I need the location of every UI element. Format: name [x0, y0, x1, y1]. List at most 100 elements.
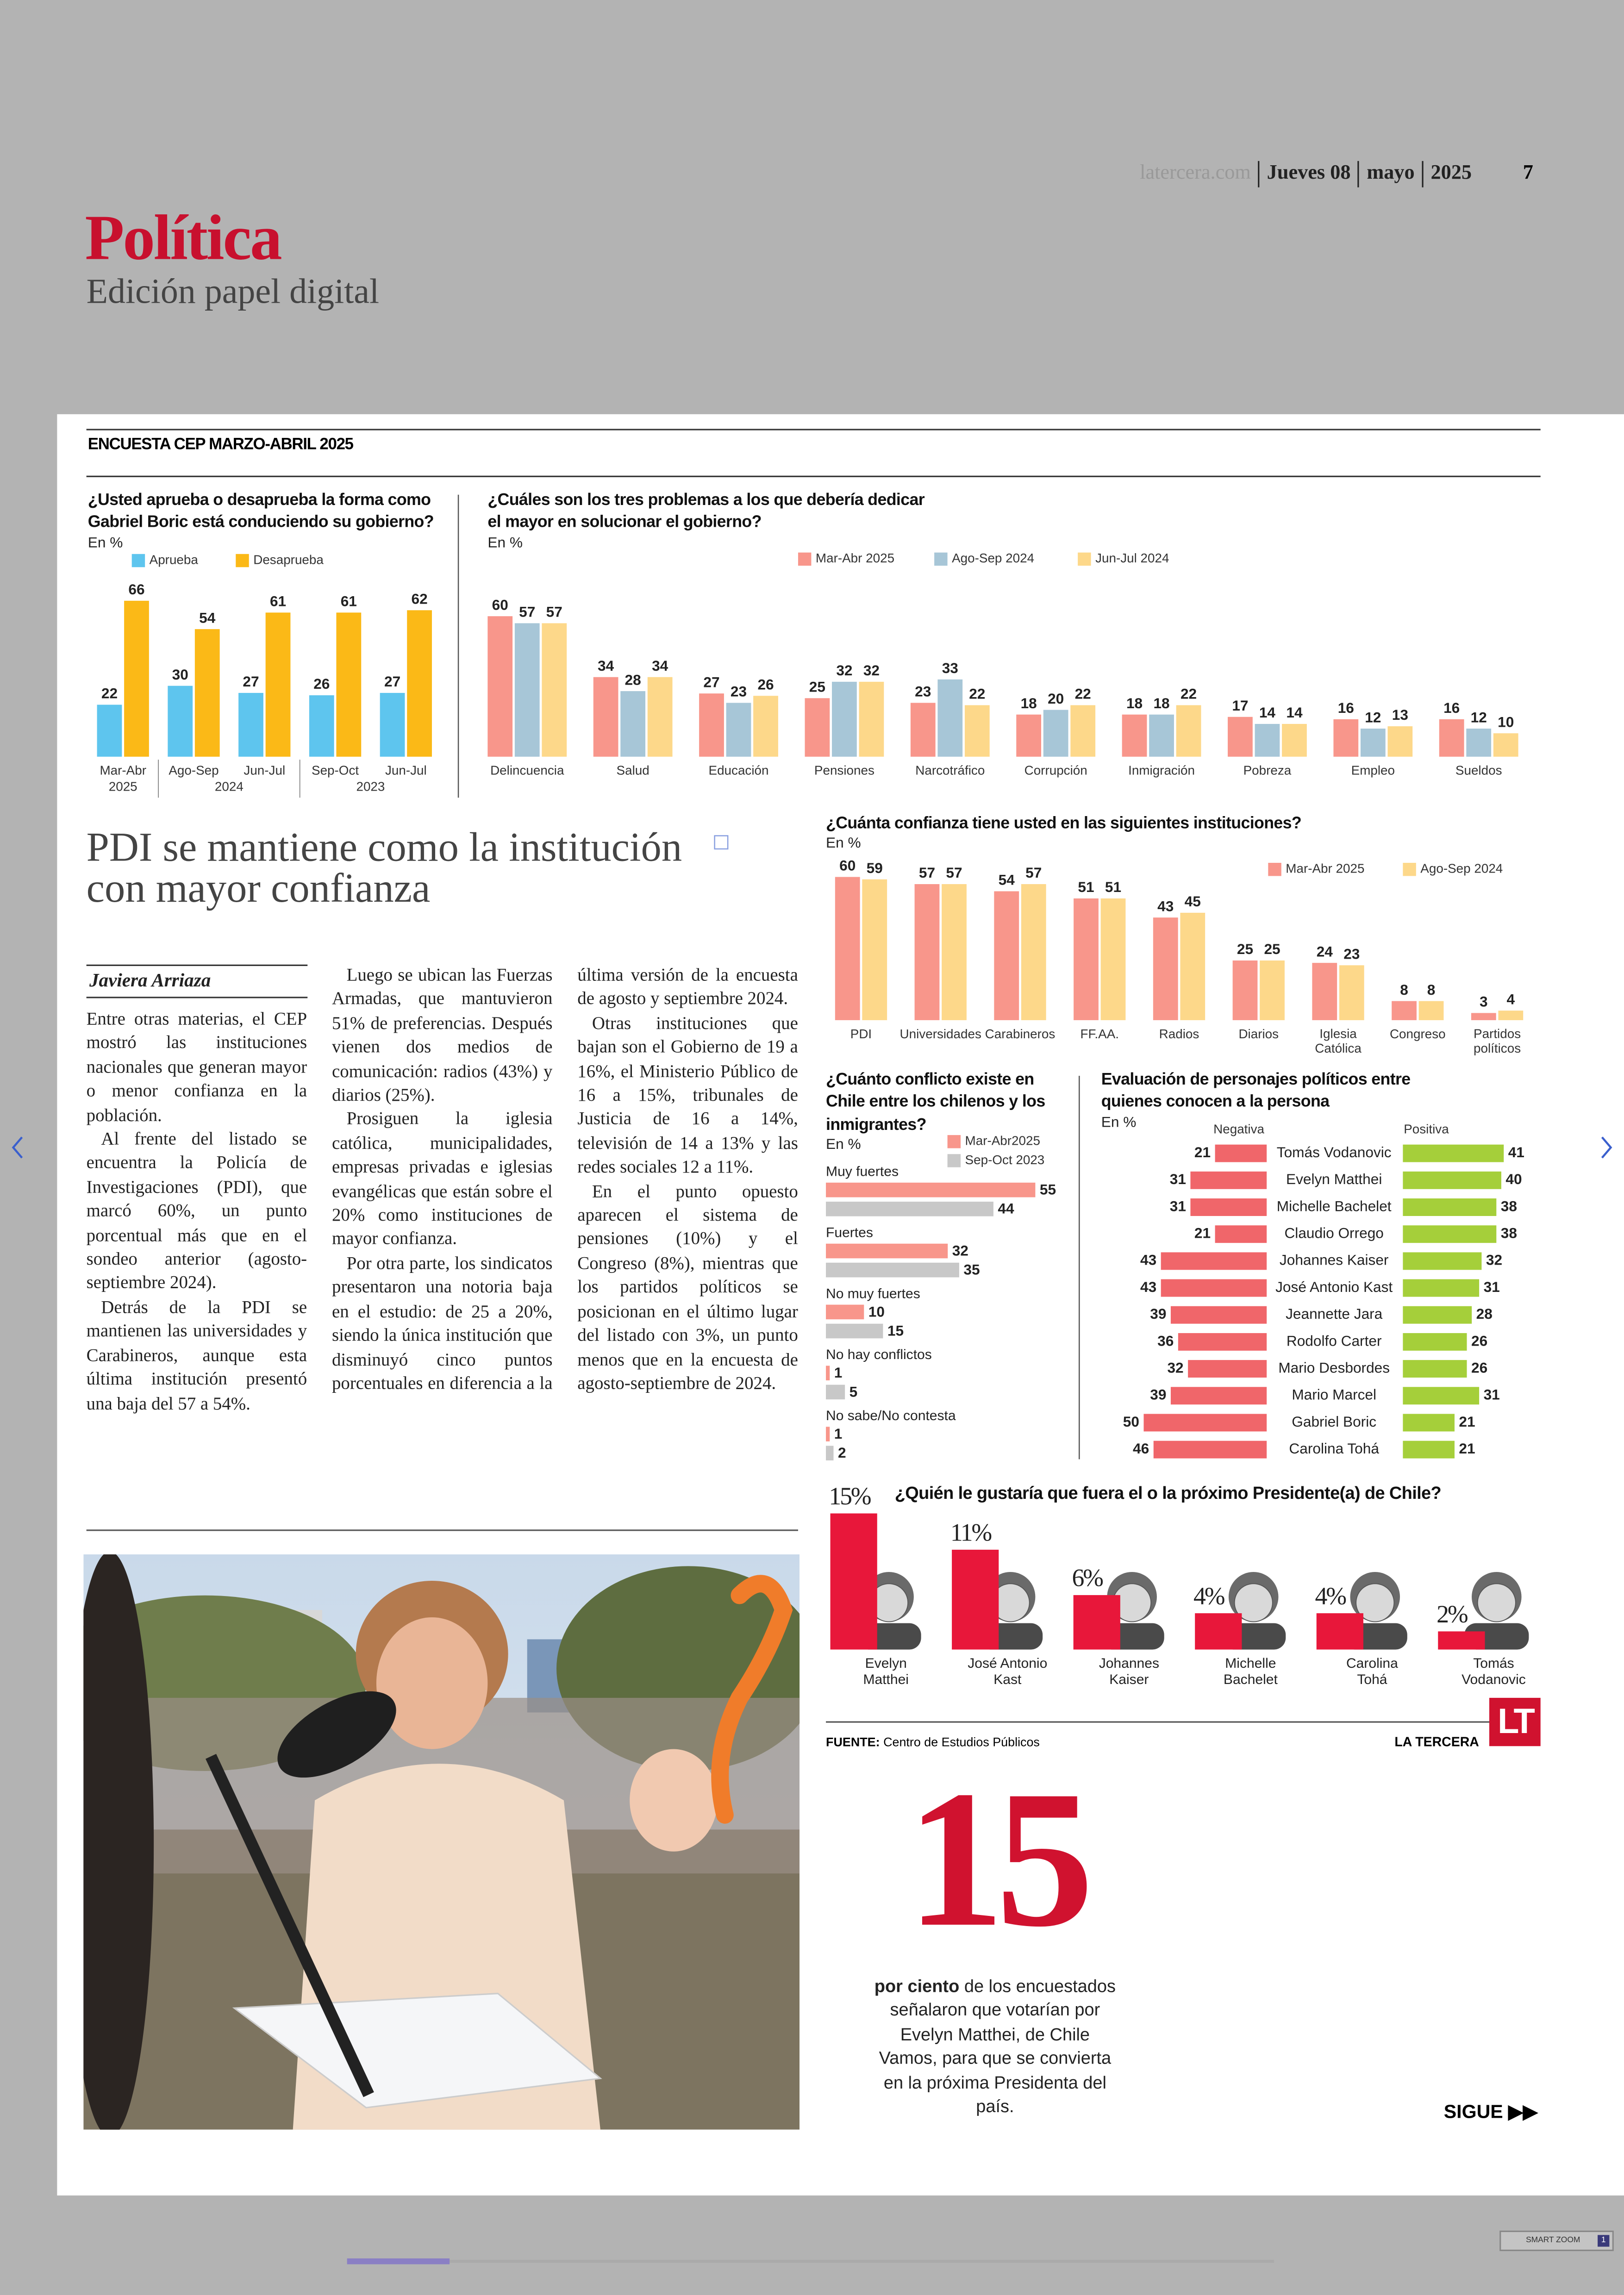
source-name: Centro de Estudios Públicos [883, 1734, 1040, 1749]
bar [1170, 1387, 1267, 1405]
bar [1392, 1001, 1417, 1020]
legend-swatch [947, 1135, 961, 1148]
value-label: 17 [1232, 697, 1248, 714]
row-label: Rodolfo Carter [1287, 1332, 1382, 1349]
value-label: 32 [1167, 1359, 1183, 1376]
bar [620, 691, 646, 757]
bar [487, 616, 513, 757]
value-label: 34 [598, 657, 614, 674]
paragraph: Otras instituciones que bajan son el Gob… [577, 1012, 798, 1178]
value-label: 8 [1400, 981, 1408, 998]
bar [1498, 1010, 1524, 1020]
bar [1403, 1171, 1501, 1189]
y-tick-label: No hay conflictos [826, 1347, 932, 1362]
bar [914, 884, 940, 1020]
x-tick-label: PDI [850, 1027, 872, 1041]
legend-swatch [934, 552, 948, 566]
bar [1333, 719, 1359, 757]
x-tick-label: José Antonio Kast [968, 1656, 1047, 1687]
value-label: 4 [1507, 991, 1515, 1008]
value-label: 57 [546, 604, 562, 620]
x-tick-label: Corrupción [1024, 763, 1087, 778]
x-tick-label: Pensiones [814, 763, 874, 778]
bar [1316, 1613, 1363, 1650]
value-label: 31 [1170, 1197, 1186, 1214]
row-label: José Antonio Kast [1275, 1278, 1393, 1295]
page-indicator: 1 [1598, 2235, 1610, 2247]
bar [1466, 729, 1492, 757]
microphone [277, 1691, 396, 1778]
y-tick-label: No sabe/No contesta [826, 1408, 956, 1423]
value-label: 61 [270, 593, 286, 610]
progress-thumb[interactable] [347, 2258, 450, 2264]
bar [859, 681, 884, 757]
progress-track [347, 2260, 1274, 2263]
bar [1070, 705, 1096, 757]
legend-label: Desaprueba [253, 552, 324, 567]
value-label: 10 [1498, 713, 1514, 730]
paragraph: Entre otras materias, el CEP mostró las … [86, 1008, 307, 1125]
bar [1188, 1360, 1267, 1378]
bar [994, 891, 1019, 1020]
section-title: Política [85, 202, 282, 274]
zoom-control[interactable]: SMART ZOOM 1 [1499, 2230, 1614, 2251]
value-label: 13 [1392, 706, 1408, 723]
bar [1161, 1279, 1267, 1297]
value-label: 18 [1126, 695, 1143, 711]
value-label: 39 [1150, 1305, 1166, 1322]
nav-next[interactable] [1601, 1136, 1612, 1159]
legend-swatch [236, 554, 249, 568]
value-label: 12 [1471, 709, 1487, 725]
bar [1403, 1387, 1480, 1405]
bar [1493, 733, 1518, 757]
bar [407, 610, 432, 757]
bar [830, 1513, 877, 1650]
x-tick-label: Inmigración [1128, 763, 1195, 778]
x-tick-label: Evelyn Matthei [863, 1656, 909, 1687]
value-label: 57 [519, 604, 535, 620]
photo [83, 1554, 800, 2130]
bar [1021, 884, 1046, 1020]
source-label: FUENTE: [826, 1734, 880, 1749]
article-body: Javiera Arriaza Entre otras materias, el… [86, 963, 798, 1468]
value-label: 22 [1075, 686, 1091, 702]
bar [805, 698, 830, 757]
x-tick-label: Partidos políticos [1474, 1027, 1521, 1056]
value-label: 59 [867, 860, 883, 876]
x-tick-label: Ago-Sep [169, 763, 219, 778]
source: FUENTE: Centro de Estudios Públicos [826, 1734, 1040, 1751]
author: Javiera Arriaza [86, 964, 307, 998]
value-label: 26 [1471, 1332, 1487, 1349]
value-label: 12 [1365, 709, 1381, 725]
value-label: 21 [1194, 1144, 1211, 1160]
value-label: 2% [1437, 1600, 1468, 1628]
continue-link[interactable]: SIGUE ▶▶ [1443, 2100, 1538, 2122]
nav-prev[interactable] [12, 1136, 23, 1159]
bar [1149, 714, 1174, 757]
legend-label: Mar-Abr2025 [965, 1134, 1040, 1148]
value-label: 1 [834, 1364, 843, 1381]
value-label: 23 [731, 683, 747, 700]
value-label: 21 [1459, 1413, 1475, 1430]
x-tick-label: Diarios [1238, 1027, 1279, 1041]
x-tick-label: Radios [1159, 1027, 1199, 1041]
value-label: 30 [172, 666, 188, 683]
legend-label: Ago-Sep 2024 [952, 551, 1034, 565]
row-label: Johannes Kaiser [1280, 1252, 1389, 1268]
legend-label: Aprueba [150, 552, 199, 567]
bar [937, 679, 963, 757]
value-label: 38 [1501, 1197, 1517, 1214]
bar [1190, 1171, 1267, 1189]
value-label: 57 [946, 864, 962, 881]
bar [1122, 714, 1147, 757]
balloon [711, 1575, 793, 1824]
x-tick-label: Delincuencia [490, 763, 564, 778]
bar [1282, 723, 1307, 757]
bar [1153, 917, 1178, 1020]
bar [826, 1384, 845, 1400]
woman-face [376, 1617, 488, 1749]
bar [593, 677, 618, 757]
value-label: 34 [652, 657, 668, 674]
photo-content [83, 1554, 800, 2130]
rule [86, 429, 1541, 430]
